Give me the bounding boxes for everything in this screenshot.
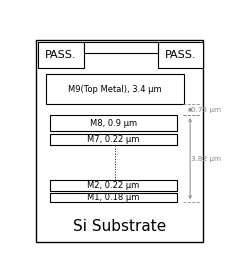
Bar — [84, 42, 158, 53]
Text: M8, 0.9 μm: M8, 0.9 μm — [90, 119, 137, 128]
Text: M2, 0.22 μm: M2, 0.22 μm — [87, 181, 139, 190]
Text: PASS.: PASS. — [165, 50, 196, 60]
Bar — [49, 193, 177, 202]
Bar — [46, 74, 184, 104]
Text: 3.82 μm: 3.82 μm — [191, 156, 221, 162]
Text: 0.75 μm: 0.75 μm — [191, 107, 221, 113]
Text: Si Substrate: Si Substrate — [73, 219, 167, 234]
Text: M1, 0.18 μm: M1, 0.18 μm — [87, 193, 139, 202]
Bar — [49, 115, 177, 131]
Bar — [158, 42, 203, 68]
Bar — [49, 134, 177, 145]
Text: M7, 0.22 μm: M7, 0.22 μm — [87, 135, 139, 144]
Text: M9(Top Metal), 3.4 μm: M9(Top Metal), 3.4 μm — [68, 85, 162, 94]
Text: PASS.: PASS. — [45, 50, 77, 60]
Bar — [36, 40, 203, 242]
Bar — [38, 42, 84, 68]
Bar — [49, 180, 177, 191]
